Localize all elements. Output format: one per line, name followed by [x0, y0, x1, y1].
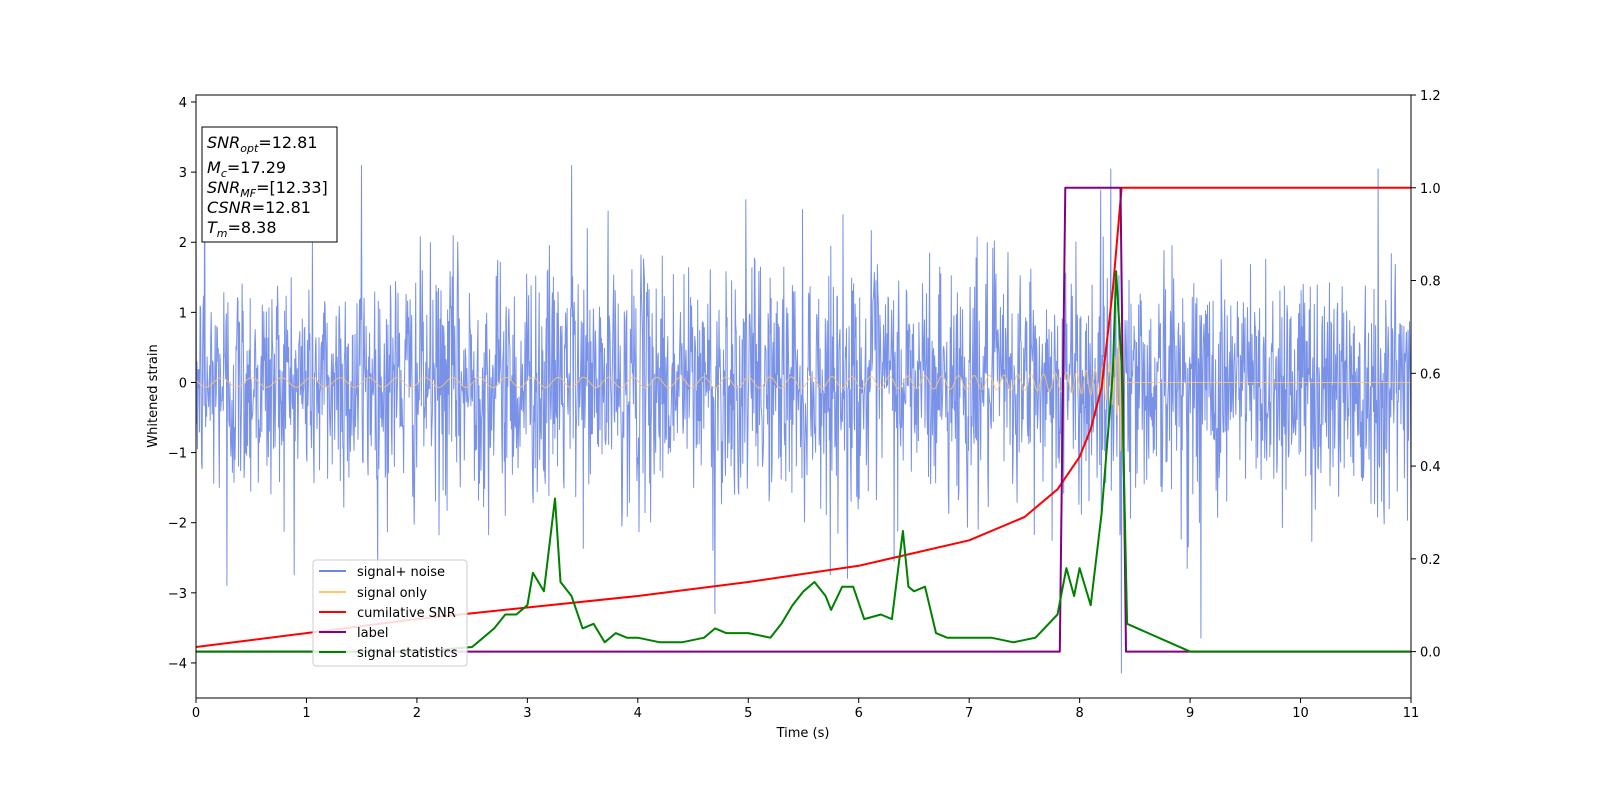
y2-tick-label: 0.0: [1420, 646, 1441, 661]
y-tick-label: −2: [168, 517, 187, 532]
info-snr-mf: SNRMF=[12.33]: [207, 178, 328, 200]
x-tick-label: 5: [744, 706, 752, 721]
y-tick-label: 1: [179, 306, 187, 321]
y2-tick-label: 0.8: [1420, 275, 1441, 290]
plot-frame: [195, 94, 1412, 699]
x-tick-label: 3: [523, 706, 531, 721]
legend-label-label: label: [357, 626, 388, 641]
x-tick-label: 1: [302, 706, 310, 721]
info-mc: Mc=17.29: [207, 158, 286, 180]
legend-label-signal-statistics: signal statistics: [357, 646, 458, 661]
x-axis-label: Time (s): [776, 726, 830, 741]
axis-ticks-layer: 0 1 2 3 4 5 6 7 8 9 10 1143210−1−2−3−41.21.00.80.60…: [168, 89, 1441, 721]
x-tick-label: 2: [413, 706, 421, 721]
y2-tick-label: 1.0: [1420, 182, 1441, 197]
y2-tick-label: 1.2: [1420, 89, 1441, 104]
x-tick-label: 11: [1403, 706, 1420, 721]
y-tick-label: 0: [179, 376, 187, 391]
x-tick-label: 8: [1075, 706, 1083, 721]
y2-tick-label: 0.2: [1420, 553, 1441, 568]
info-csnr: CSNR=12.81: [207, 198, 311, 217]
y-tick-label: −3: [168, 587, 187, 602]
info-snr-opt: SNRopt=12.81: [207, 133, 318, 155]
y-tick-label: 3: [179, 166, 187, 181]
legend-label-signal-only: signal only: [357, 586, 427, 601]
legend-label-cumulative-snr: cumilative SNR: [357, 606, 456, 621]
series-signal-statistics: [196, 270, 1411, 653]
plot-area: [196, 126, 1411, 674]
x-tick-label: 6: [855, 706, 863, 721]
x-tick-label: 10: [1292, 706, 1309, 721]
y2-tick-label: 0.6: [1420, 367, 1441, 382]
series-label: [196, 186, 1411, 653]
y-tick-label: −1: [168, 447, 187, 462]
x-tick-label: 4: [634, 706, 642, 721]
legend: signal+ noise signal only cumilative SNR…: [312, 559, 468, 667]
series-cumulative-snr: [196, 186, 1411, 648]
y2-tick-label: 0.4: [1420, 460, 1441, 475]
info-box-frame: [201, 126, 338, 243]
legend-label-signal-noise: signal+ noise: [357, 565, 445, 580]
y-axis-label: Whitened strain: [146, 344, 161, 447]
series-signal-noise: [196, 126, 1411, 674]
plot-series-layer: [196, 126, 1411, 674]
info-box: SNRopt=12.81 Mc=17.29 SNRMF=[12.33] CSNR…: [201, 126, 338, 243]
y-tick-label: 2: [179, 236, 187, 251]
legend-frame: [312, 559, 468, 667]
x-tick-label: 9: [1186, 706, 1194, 721]
x-tick-label: 0: [192, 706, 200, 721]
series-signal-only: [196, 314, 1411, 452]
y-tick-label: 4: [179, 96, 187, 111]
info-tm: Tm=8.38: [207, 218, 277, 240]
x-tick-label: 7: [965, 706, 973, 721]
y-tick-label: −4: [168, 657, 187, 672]
